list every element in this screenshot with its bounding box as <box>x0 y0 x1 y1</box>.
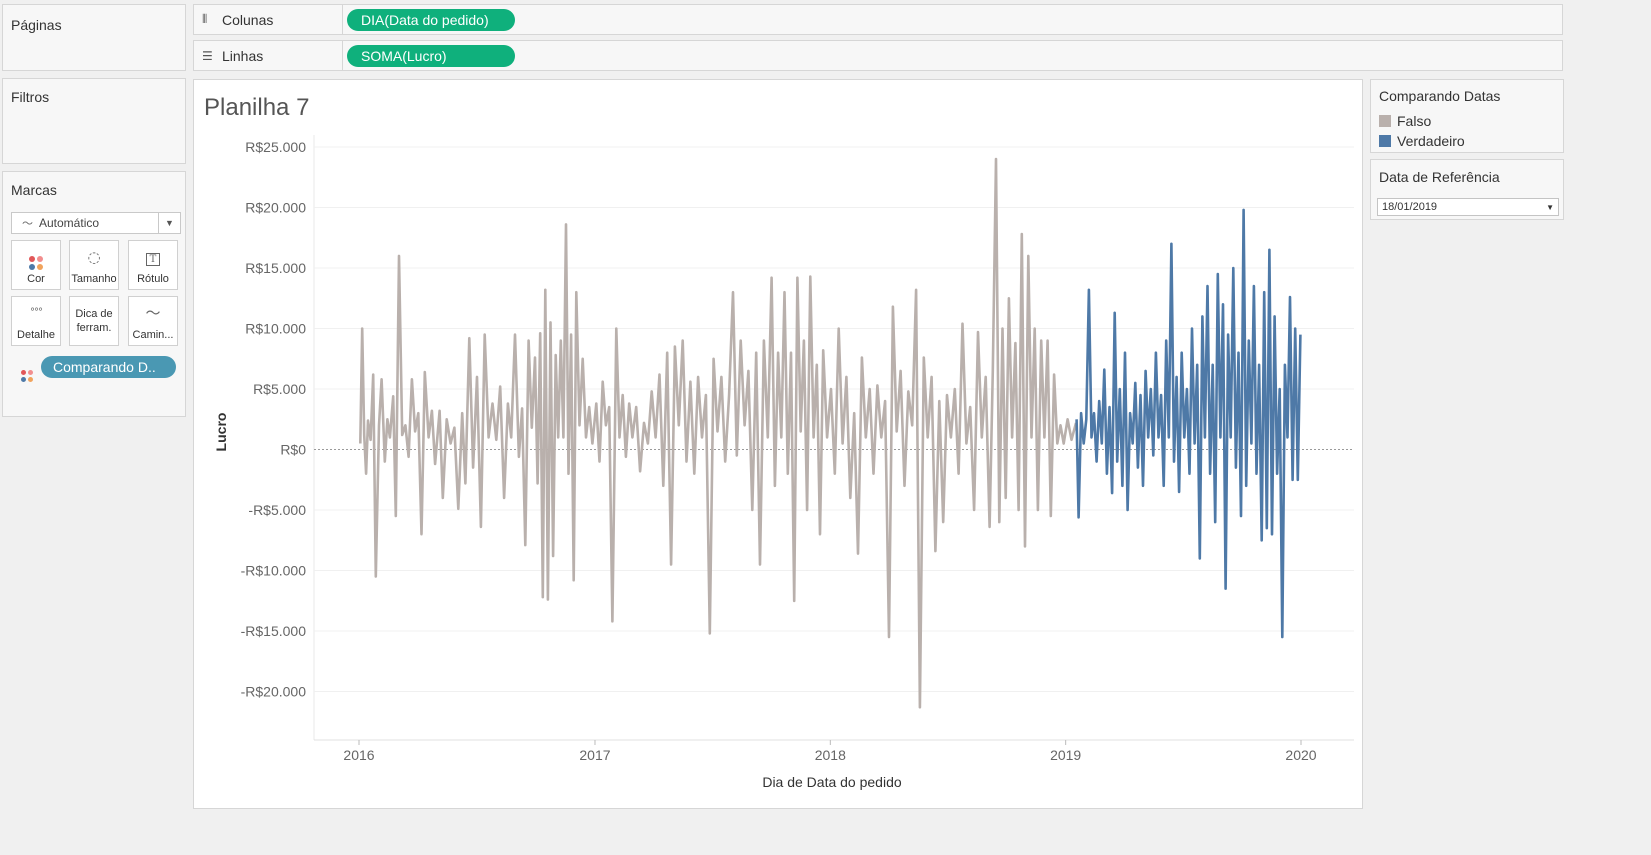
marks-title: Marcas <box>11 182 57 198</box>
color-label: Cor <box>27 273 45 285</box>
size-button[interactable]: ◌ Tamanho <box>69 240 119 290</box>
rows-icon: ☰ <box>202 48 213 63</box>
columns-label: Colunas <box>222 11 274 28</box>
sheet-title: Planilha 7 <box>204 94 310 121</box>
y-tick-label: -R$5.000 <box>248 502 306 518</box>
x-axis-title: Dia de Data do pedido <box>762 774 902 790</box>
chevron-down-icon[interactable]: ▼ <box>1546 202 1554 212</box>
label-label: Rótulo <box>137 273 169 285</box>
line-chart[interactable]: R$25.000 R$20.000 R$15.000 R$10.000 R$5.000 R… <box>194 80 1364 810</box>
columns-label-wrap: ⦀ Colunas <box>202 5 273 34</box>
text-label-icon: T <box>129 249 177 266</box>
rows-pill[interactable]: SOMA(Lucro) <box>347 45 515 67</box>
rows-label: Linhas <box>222 47 264 64</box>
x-tick-label: 2018 <box>815 747 846 763</box>
x-tick-label: 2016 <box>343 747 374 763</box>
parameter-control: Data de Referência 18/01/2019 ▼ <box>1370 159 1564 220</box>
line-mark-icon: 〜 <box>22 218 33 230</box>
worksheet: Planilha 7 R$25.000 R$20.000 R$15.000 R$10.… <box>193 79 1363 809</box>
filters-shelf[interactable]: Filtros <box>2 78 186 164</box>
pages-title: Páginas <box>11 17 62 33</box>
color-field-pill[interactable]: Comparando D.. <box>41 356 176 378</box>
x-tick-label: 2017 <box>579 747 610 763</box>
chevron-down-icon[interactable]: ▼ <box>158 213 180 233</box>
y-axis-title: Lucro <box>213 413 229 452</box>
y-tick-label: R$10.000 <box>245 321 306 337</box>
color-dots-icon <box>12 249 60 270</box>
y-tick-label: -R$15.000 <box>241 623 307 639</box>
legend-title: Comparando Datas <box>1379 88 1501 104</box>
reference-date-dropdown[interactable]: 18/01/2019 ▼ <box>1377 198 1559 216</box>
path-label: Camin... <box>132 329 174 341</box>
reference-date-value: 18/01/2019 <box>1382 201 1438 213</box>
filters-title: Filtros <box>11 89 50 105</box>
y-tick-label: -R$10.000 <box>241 563 307 579</box>
series-line-verdadeiro[interactable] <box>1075 208 1302 639</box>
legend-item-verdadeiro[interactable]: Verdadeiro <box>1379 133 1465 149</box>
rows-label-wrap: ☰ Linhas <box>202 41 263 70</box>
y-tick-label: R$0 <box>280 442 306 458</box>
marks-card: Marcas 〜 Automático ▼ Cor ◌ Tamanho T Ró… <box>2 171 186 417</box>
tooltip-button[interactable]: Dica de ferram. <box>69 296 119 346</box>
y-tick-label: R$5.000 <box>253 381 306 397</box>
path-button[interactable]: 〜 Camin... <box>128 296 178 346</box>
rows-divider <box>342 41 343 70</box>
color-button[interactable]: Cor <box>11 240 61 290</box>
mark-type-value: Automático <box>39 216 100 230</box>
columns-pill[interactable]: DIA(Data do pedido) <box>347 9 515 31</box>
color-field-icon <box>21 362 33 382</box>
legend-item-falso[interactable]: Falso <box>1379 113 1431 129</box>
legend-swatch-verdadeiro <box>1379 135 1391 147</box>
y-tick-label: R$15.000 <box>245 260 306 276</box>
rows-shelf[interactable]: ☰ Linhas SOMA(Lucro) <box>193 40 1563 71</box>
tooltip-label: Dica de ferram. <box>75 308 113 334</box>
legend-swatch-falso <box>1379 115 1391 127</box>
detail-button[interactable]: °°° Detalhe <box>11 296 61 346</box>
legend-label-falso: Falso <box>1397 113 1432 129</box>
columns-divider <box>342 5 343 34</box>
y-tick-label: R$25.000 <box>245 139 306 155</box>
series-line-falso[interactable] <box>359 157 1078 709</box>
color-legend: Comparando Datas Falso Verdadeiro <box>1370 79 1564 153</box>
x-tick-label: 2020 <box>1285 747 1316 763</box>
size-label: Tamanho <box>71 273 117 285</box>
path-line-icon: 〜 <box>145 304 161 322</box>
columns-icon: ⦀ <box>202 12 208 26</box>
parameter-title: Data de Referência <box>1379 169 1500 185</box>
columns-shelf[interactable]: ⦀ Colunas DIA(Data do pedido) <box>193 4 1563 35</box>
x-tick-label: 2019 <box>1050 747 1081 763</box>
y-tick-label: -R$20.000 <box>241 684 307 700</box>
mark-type-select[interactable]: 〜 Automático ▼ <box>11 212 181 234</box>
legend-label-verdadeiro: Verdadeiro <box>1397 133 1465 149</box>
detail-dots-icon: °°° <box>30 307 43 318</box>
label-button[interactable]: T Rótulo <box>128 240 178 290</box>
detail-label: Detalhe <box>17 329 55 341</box>
size-icon: ◌ <box>87 248 101 266</box>
pages-shelf[interactable]: Páginas <box>2 4 186 71</box>
y-tick-label: R$20.000 <box>245 200 306 216</box>
